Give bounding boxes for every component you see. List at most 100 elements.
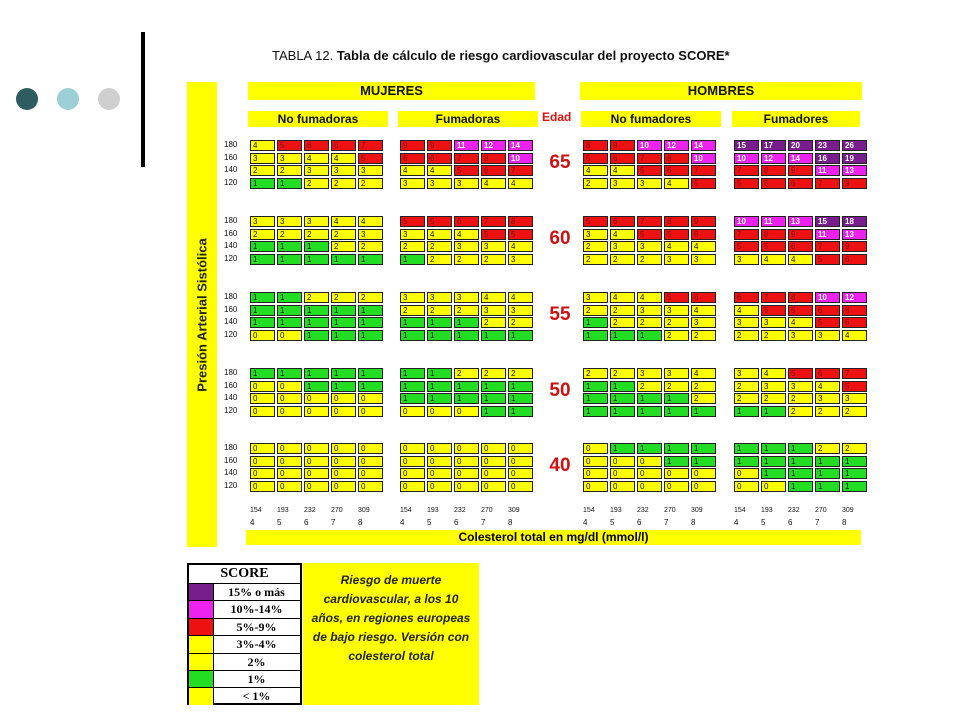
risk-cell: 1	[358, 317, 383, 328]
risk-cell: 0	[400, 405, 425, 417]
chol-mg-tick: 193	[761, 507, 773, 514]
risk-cell: 0	[637, 480, 662, 492]
risk-cell: 3	[761, 380, 786, 392]
risk-cell: 1	[427, 393, 452, 404]
risk-cell: 0	[358, 455, 383, 467]
risk-cell: 1	[637, 393, 662, 404]
risk-cell: 2	[691, 380, 716, 392]
risk-cell: 14	[788, 152, 813, 164]
risk-cell: 4	[691, 304, 716, 316]
risk-cell: 0	[691, 480, 716, 492]
risk-cell: 1	[427, 380, 452, 392]
risk-cell: 4	[427, 165, 452, 176]
risk-cell: 3	[734, 368, 759, 379]
risk-cell: 10	[734, 152, 759, 164]
risk-cell: 9	[842, 241, 867, 252]
risk-cell: 2	[481, 253, 506, 265]
risk-cell: 17	[761, 140, 786, 151]
risk-cell: 1	[691, 455, 716, 467]
risk-cell: 7	[454, 152, 479, 164]
risk-cell: 0	[304, 480, 329, 492]
risk-cell: 3	[481, 241, 506, 252]
risk-cell: 0	[358, 405, 383, 417]
risk-cell: 3	[358, 165, 383, 176]
risk-cell: 1	[734, 455, 759, 467]
bp-label: 140	[224, 393, 238, 402]
risk-cell: 1	[304, 241, 329, 252]
risk-cell: 0	[358, 468, 383, 479]
risk-cell: 4	[610, 292, 635, 303]
risk-cell: 18	[842, 216, 867, 227]
risk-cell: 4	[331, 216, 356, 227]
bp-label: 120	[224, 177, 238, 187]
risk-cell: 3	[277, 216, 302, 227]
chol-mmol-tick: 5	[761, 518, 766, 527]
chol-mmol-tick: 8	[691, 518, 696, 527]
risk-cell: 3	[637, 177, 662, 189]
risk-cell: 2	[400, 304, 425, 316]
chol-mmol-tick: 7	[664, 518, 669, 527]
risk-cell: 1	[454, 317, 479, 328]
chol-mmol-tick: 4	[583, 518, 588, 527]
risk-cell: 5	[734, 241, 759, 252]
risk-cell: 1	[761, 405, 786, 417]
risk-cell: 0	[583, 480, 608, 492]
risk-cell: 10	[691, 152, 716, 164]
risk-cell: 1	[250, 317, 275, 328]
women-smokers-header: Fumadoras	[398, 111, 538, 127]
risk-cell: 3	[788, 380, 813, 392]
risk-cell: 12	[664, 140, 689, 151]
risk-cell: 3	[400, 228, 425, 240]
risk-cell: 1	[610, 393, 635, 404]
title-prefix: TABLA 12.	[272, 48, 334, 63]
risk-cell: 12	[481, 140, 506, 151]
y-axis-label: Presión Arterial Sistólica	[194, 238, 210, 392]
bp-label: 140	[224, 317, 238, 326]
risk-cell: 1	[277, 241, 302, 252]
risk-cell: 4	[508, 241, 533, 252]
risk-cell: 3	[761, 317, 786, 328]
women-nonsmokers-header: No fumadoras	[248, 111, 388, 127]
risk-cell: 1	[637, 405, 662, 417]
bp-label: 120	[224, 253, 238, 263]
chol-mg-tick: 232	[788, 507, 800, 514]
risk-cell: 2	[304, 228, 329, 240]
risk-cell: 9	[788, 228, 813, 240]
risk-cell: 1	[761, 443, 786, 454]
risk-cell: 1	[788, 468, 813, 479]
risk-cell: 2	[734, 329, 759, 341]
risk-cell: 9	[610, 140, 635, 151]
risk-cell: 6	[400, 152, 425, 164]
risk-cell: 3	[610, 177, 635, 189]
risk-cell: 0	[304, 393, 329, 404]
risk-cell: 0	[331, 405, 356, 417]
risk-cell: 0	[454, 468, 479, 479]
slide-title: TABLA 12. Tabla de cálculo de riesgo car…	[272, 48, 730, 63]
risk-cell: 16	[815, 152, 840, 164]
risk-cell: 0	[331, 393, 356, 404]
chol-mmol-tick: 8	[508, 518, 513, 527]
risk-cell: 0	[427, 480, 452, 492]
risk-cell: 3	[358, 228, 383, 240]
risk-cell: 8	[583, 140, 608, 151]
chol-mg-tick: 232	[304, 507, 316, 514]
risk-cell: 4	[788, 317, 813, 328]
risk-cell: 1	[788, 455, 813, 467]
risk-cell: 2	[358, 241, 383, 252]
risk-cell: 1	[331, 317, 356, 328]
risk-cell: 1	[454, 380, 479, 392]
risk-cell: 7	[761, 292, 786, 303]
risk-cell: 4	[664, 241, 689, 252]
risk-cell: 4	[358, 216, 383, 227]
legend-row: < 1%	[189, 687, 300, 706]
risk-cell: 5	[637, 228, 662, 240]
bp-label: 140	[224, 241, 238, 250]
risk-cell: 7	[481, 216, 506, 227]
risk-cell: 3	[454, 241, 479, 252]
risk-cell: 6	[610, 152, 635, 164]
risk-cell: 0	[637, 468, 662, 479]
risk-cell: 1	[583, 329, 608, 341]
risk-cell: 0	[358, 443, 383, 454]
risk-cell: 2	[331, 292, 356, 303]
risk-cell: 0	[427, 405, 452, 417]
